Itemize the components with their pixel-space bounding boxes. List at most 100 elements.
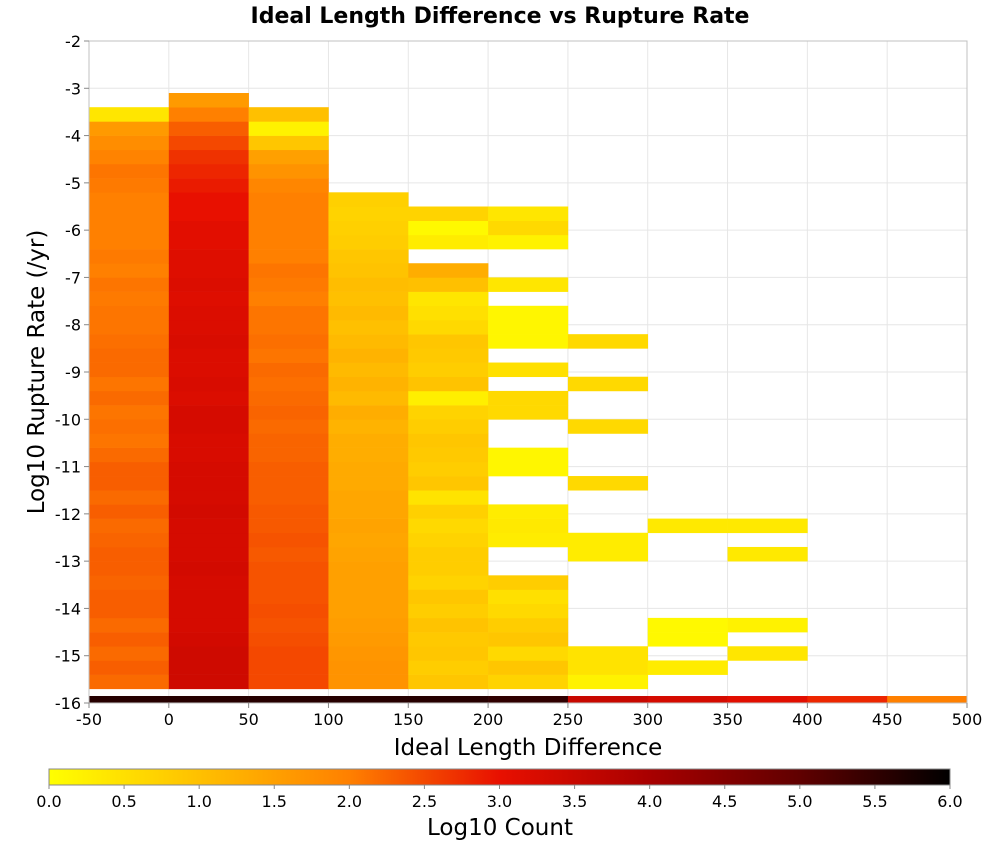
heatmap-cell (168, 532, 249, 548)
heatmap-cell (488, 234, 569, 250)
heatmap-cell (567, 646, 649, 661)
colorbar-tick-label: 6.0 (937, 792, 962, 811)
heatmap-cell (248, 660, 329, 675)
y-tick-label: -12 (55, 505, 81, 524)
x-tick-label: 150 (393, 710, 424, 729)
heatmap-cell (168, 107, 249, 122)
heatmap-cell (567, 546, 649, 562)
heatmap-cell (89, 263, 170, 278)
heatmap-cell (248, 696, 329, 704)
y-axis-ticks: -2 -3 -4 -5 -6 -7 -8 -9 -10 -11 -12 -13 -14 -15 -16 (55, 32, 89, 713)
heatmap-cell (408, 518, 489, 534)
heatmap-cell (488, 362, 569, 378)
x-tick-label: 0 (164, 710, 174, 729)
heatmap-cell (328, 192, 409, 207)
y-tick-label: -7 (65, 268, 81, 287)
heatmap-cell (408, 433, 489, 448)
heatmap-cell (168, 149, 249, 165)
heatmap-cell (168, 617, 249, 633)
heatmap-cell (168, 334, 249, 349)
heatmap-cell (328, 334, 409, 349)
heatmap-cell (408, 575, 489, 590)
x-tick-label: 300 (632, 710, 663, 729)
heatmap-cell (567, 660, 649, 675)
heatmap-cell (89, 461, 170, 477)
heatmap-cell (248, 419, 329, 434)
x-tick-label: 500 (952, 710, 983, 729)
heatmap-cell (89, 376, 170, 392)
heatmap-cell (328, 249, 409, 264)
heatmap-cell (328, 291, 409, 307)
x-tick-label: 100 (313, 710, 344, 729)
heatmap-cell (168, 263, 249, 278)
heatmap-cell (328, 362, 409, 378)
x-tick-label: 200 (473, 710, 504, 729)
heatmap-cell (408, 476, 489, 491)
colorbar-tick-label: 4.0 (637, 792, 662, 811)
heatmap-cell (168, 192, 249, 207)
colorbar-tick-label: 0.0 (36, 792, 61, 811)
heatmap-cell (328, 660, 409, 675)
heatmap-cell (89, 234, 170, 250)
heatmap-cell (89, 575, 170, 590)
heatmap-cell (408, 376, 489, 392)
heatmap-cell (248, 390, 329, 406)
heatmap-cell (168, 390, 249, 406)
heatmap-cell (248, 277, 329, 292)
heatmap-cell (328, 419, 409, 434)
heatmap-cell (89, 163, 170, 179)
heatmap-cell (248, 646, 329, 661)
heatmap-cell (408, 220, 489, 236)
heatmap-cell (168, 93, 249, 108)
heatmap-cell (488, 461, 569, 477)
y-tick-label: -8 (65, 316, 81, 335)
heatmap-cell (328, 561, 409, 576)
heatmap-cell (328, 696, 409, 704)
heatmap-cell (168, 220, 249, 236)
heatmap-cell (168, 660, 249, 675)
heatmap-cell (168, 504, 249, 519)
heatmap-cell (168, 461, 249, 477)
heatmap-cell (408, 334, 489, 349)
heatmap-cell (168, 632, 249, 647)
heatmap-cell (488, 589, 569, 604)
heatmap-cell (168, 178, 249, 193)
colorbar-ticks: 0.0 0.5 1.0 1.5 2.0 2.5 3.0 3.5 4.0 4.5 5.0 5.5 6.0 (36, 785, 963, 811)
heatmap-cell (168, 376, 249, 392)
y-tick-label: -5 (65, 174, 81, 193)
heatmap-cell (647, 660, 728, 675)
heatmap-cell (408, 263, 489, 278)
heatmap-cells (89, 93, 968, 704)
heatmap-cell (248, 575, 329, 590)
heatmap-cell (89, 518, 170, 534)
x-tick-label: 400 (792, 710, 823, 729)
heatmap-cell (408, 660, 489, 675)
heatmap-cell (488, 696, 569, 704)
heatmap-cell (248, 476, 329, 491)
colorbar-tick-label: 2.0 (337, 792, 362, 811)
heatmap-cell (89, 696, 170, 704)
heatmap-cell (248, 263, 329, 278)
heatmap-cell (328, 518, 409, 534)
heatmap-cell (408, 362, 489, 378)
heatmap-cell (168, 405, 249, 420)
heatmap-cell (408, 490, 489, 505)
heatmap-cell (328, 632, 409, 647)
heatmap-cell (408, 546, 489, 562)
heatmap-cell (168, 696, 249, 704)
heatmap-cell (567, 334, 649, 349)
heatmap-cell (488, 390, 569, 406)
heatmap-cell (408, 603, 489, 619)
heatmap-cell (488, 575, 569, 590)
heatmap-cell (168, 362, 249, 378)
heatmap-cell (168, 589, 249, 604)
heatmap-cell (248, 163, 329, 179)
heatmap-cell (89, 405, 170, 420)
heatmap-cell (89, 447, 170, 463)
heatmap-cell (168, 476, 249, 491)
heatmap-cell (248, 206, 329, 221)
colorbar-tick-label: 5.0 (787, 792, 812, 811)
heatmap-cell (408, 461, 489, 477)
y-tick-label: -2 (65, 32, 81, 51)
